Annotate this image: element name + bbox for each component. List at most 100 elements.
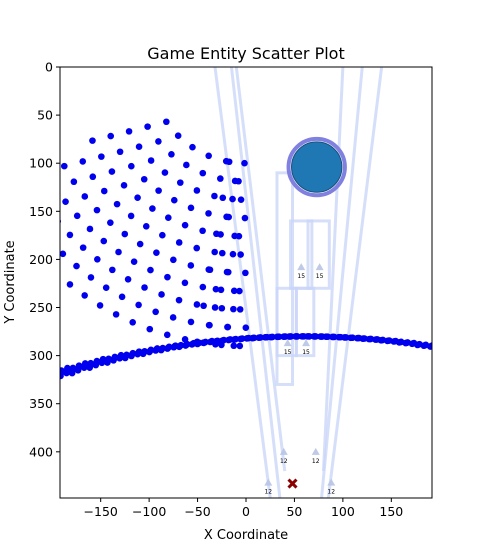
x-tick-label: −50 xyxy=(184,504,210,519)
overlay-layer xyxy=(213,67,384,498)
data-point xyxy=(165,343,173,351)
triangle-label: 12 xyxy=(264,489,272,496)
data-point xyxy=(218,249,226,257)
data-point xyxy=(129,318,136,326)
data-point xyxy=(218,304,226,312)
data-point xyxy=(318,333,326,340)
data-point xyxy=(312,333,320,340)
data-point xyxy=(163,331,171,339)
data-point xyxy=(242,269,249,277)
data-point xyxy=(60,367,65,374)
y-tick-label: 150 xyxy=(29,204,53,219)
data-point xyxy=(79,158,87,165)
data-point xyxy=(300,333,308,340)
data-point xyxy=(93,206,101,214)
data-point xyxy=(99,355,107,363)
data-point xyxy=(237,196,245,203)
data-point xyxy=(127,212,135,220)
data-point xyxy=(355,334,363,342)
data-point xyxy=(432,345,439,352)
data-point xyxy=(102,284,110,291)
data-point xyxy=(416,340,423,348)
data-point xyxy=(229,250,237,258)
data-point xyxy=(217,231,224,238)
data-point xyxy=(107,219,114,226)
data-point xyxy=(211,304,219,311)
data-point xyxy=(66,281,74,288)
data-point xyxy=(199,169,207,177)
data-point xyxy=(135,348,143,355)
data-point xyxy=(367,335,375,343)
data-point xyxy=(69,364,77,372)
data-point xyxy=(73,212,81,220)
data-point xyxy=(212,285,220,293)
data-point xyxy=(235,232,243,240)
data-point xyxy=(176,179,184,186)
data-point xyxy=(361,335,368,342)
data-point xyxy=(205,152,212,160)
data-point xyxy=(199,283,207,291)
data-point xyxy=(181,221,189,229)
triangle-marker xyxy=(327,478,336,486)
data-point xyxy=(202,338,209,346)
data-point xyxy=(87,274,95,281)
data-point xyxy=(117,351,125,359)
x-axis: −150 −100 −50 0 50 100 150 xyxy=(84,498,403,519)
data-point xyxy=(237,251,244,258)
data-point xyxy=(164,214,172,222)
data-point xyxy=(193,187,201,194)
data-point xyxy=(193,301,201,308)
data-point xyxy=(172,342,179,349)
data-point xyxy=(96,302,104,309)
x-tick-label: −100 xyxy=(132,504,166,519)
data-point xyxy=(147,266,154,274)
data-point xyxy=(187,262,195,269)
data-point xyxy=(219,194,227,202)
data-point xyxy=(141,284,148,291)
data-point xyxy=(134,194,141,201)
data-point xyxy=(130,258,138,265)
data-point xyxy=(230,342,238,350)
data-point xyxy=(222,157,230,165)
data-point xyxy=(224,323,231,331)
data-point xyxy=(140,175,148,183)
data-point xyxy=(123,351,130,359)
y-tick-label: 50 xyxy=(37,108,53,123)
x-tick-label: 0 xyxy=(242,504,250,519)
data-point xyxy=(238,335,246,342)
data-point xyxy=(220,336,228,344)
data-point xyxy=(230,287,238,295)
data-point xyxy=(163,118,170,126)
y-tick-label: 350 xyxy=(29,396,53,411)
data-point xyxy=(158,291,165,298)
data-point xyxy=(170,256,177,264)
data-point xyxy=(195,339,203,347)
data-point xyxy=(241,159,248,167)
dot-layer xyxy=(60,118,439,380)
triangle-label: 15 xyxy=(284,349,292,356)
data-point xyxy=(282,333,289,340)
data-point xyxy=(81,193,89,200)
data-point xyxy=(144,123,151,130)
data-point xyxy=(235,177,242,185)
data-point xyxy=(98,153,105,160)
x-tick-label: 150 xyxy=(379,504,403,519)
data-point xyxy=(161,169,169,176)
range-line xyxy=(326,67,384,498)
data-point xyxy=(111,353,119,361)
range-line xyxy=(320,67,364,498)
data-point xyxy=(208,337,216,345)
data-point xyxy=(214,337,221,345)
data-point xyxy=(118,293,126,301)
data-point xyxy=(135,143,143,150)
data-point xyxy=(89,173,97,181)
data-point xyxy=(241,214,249,222)
data-point xyxy=(187,204,195,212)
y-tick-label: 0 xyxy=(45,60,53,75)
data-point xyxy=(129,349,137,357)
data-point xyxy=(324,333,332,340)
range-box xyxy=(275,171,294,386)
data-point xyxy=(105,355,112,363)
data-point xyxy=(107,132,115,140)
